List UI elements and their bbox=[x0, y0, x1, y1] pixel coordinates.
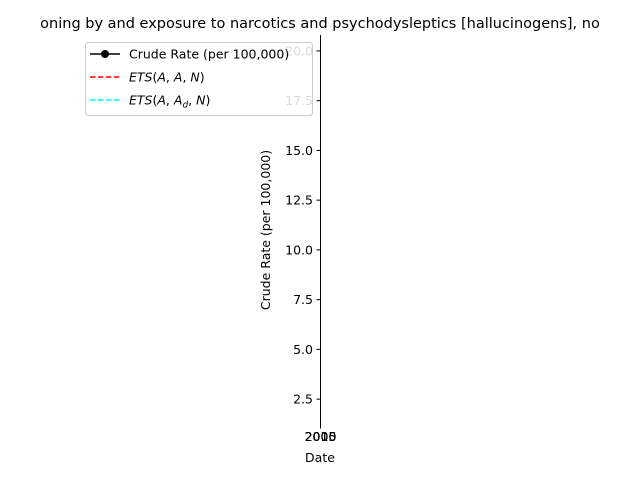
x-tick-label: 2010 bbox=[305, 429, 337, 444]
legend-label-ets-aadn: ETS(A, Ad, N) bbox=[129, 93, 210, 111]
x-tick-label: 2015 bbox=[305, 429, 337, 444]
y-tick-label: 7.5 bbox=[293, 292, 313, 307]
legend: Crude Rate (per 100,000) ETS(A, A, N) ET… bbox=[85, 42, 313, 116]
legend-label-crude-rate: Crude Rate (per 100,000) bbox=[129, 47, 289, 62]
legend-frame bbox=[85, 42, 313, 116]
legend-label-ets-aan: ETS(A, A, N) bbox=[129, 70, 205, 85]
y-axis-label: Crude Rate (per 100,000) bbox=[258, 150, 273, 310]
x-tick-label: 2005 bbox=[305, 429, 337, 444]
y-tick-label: 12.5 bbox=[285, 193, 313, 208]
y-tick-label: 10.0 bbox=[285, 242, 313, 257]
y-tick-label: 5.0 bbox=[293, 342, 313, 357]
x-tick-label: 2000 bbox=[305, 429, 337, 444]
chart-title: oning by and exposure to narcotics and p… bbox=[40, 16, 600, 32]
y-tick-label: 2.5 bbox=[293, 392, 313, 407]
legend-marker-crude-rate bbox=[101, 50, 109, 58]
y-tick-label: 15.0 bbox=[285, 143, 313, 158]
x-axis-label: Date bbox=[305, 450, 335, 465]
